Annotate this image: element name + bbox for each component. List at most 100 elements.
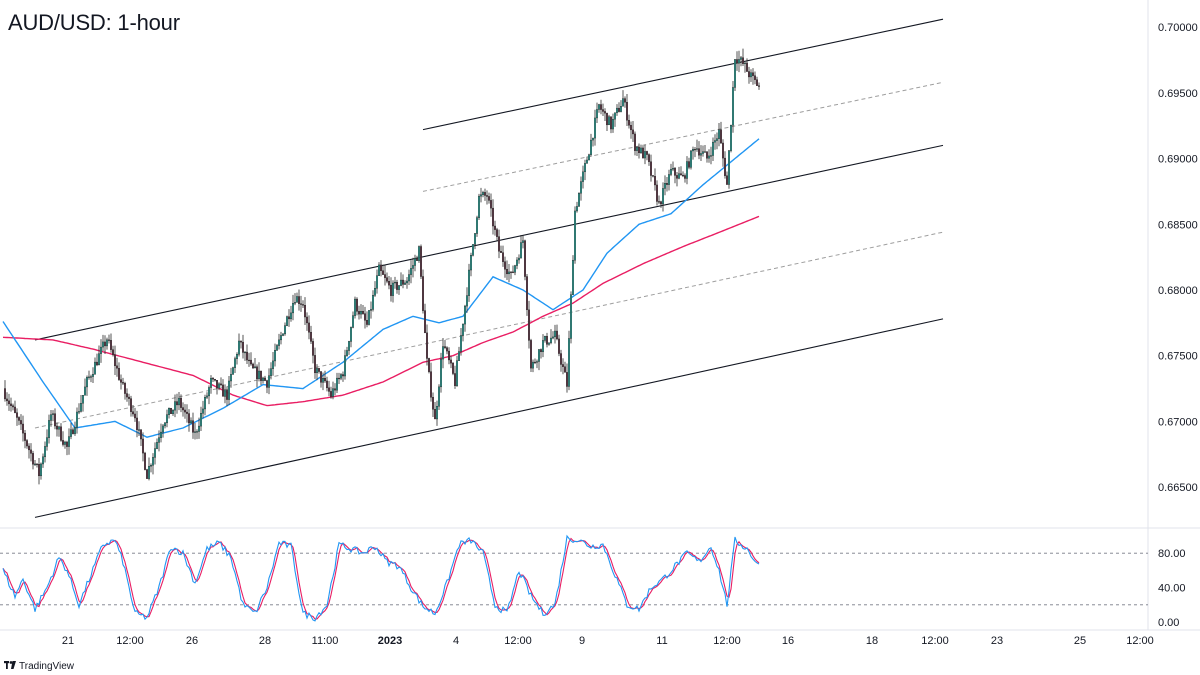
- candle: [406, 277, 409, 289]
- candle: [540, 348, 543, 359]
- candle: [438, 384, 441, 410]
- candle: [632, 121, 635, 142]
- candle: [231, 366, 234, 375]
- candle: [306, 312, 309, 331]
- candle: [734, 58, 737, 92]
- candle: [73, 421, 76, 436]
- candle: [422, 269, 425, 314]
- candle: [83, 378, 86, 396]
- candle: [386, 272, 389, 284]
- chart-title: AUD/USD: 1-hour: [8, 10, 180, 35]
- time-tick-label: 12:00: [1126, 635, 1154, 647]
- candle: [754, 71, 757, 85]
- candle: [195, 429, 198, 440]
- candle: [282, 333, 285, 337]
- time-tick-label: 16: [782, 635, 794, 647]
- candle: [290, 305, 293, 322]
- candle: [652, 175, 655, 178]
- candle: [223, 384, 226, 404]
- candle: [34, 460, 37, 467]
- candle: [153, 442, 156, 465]
- candle: [300, 295, 303, 312]
- candle: [582, 165, 585, 189]
- candle: [470, 252, 473, 277]
- candle: [516, 257, 519, 270]
- candle: [484, 188, 487, 201]
- candle: [330, 386, 333, 399]
- candle: [129, 395, 132, 417]
- candle: [151, 453, 154, 475]
- candle: [426, 324, 429, 366]
- candle: [532, 359, 535, 373]
- candle: [60, 423, 63, 442]
- candle: [608, 114, 611, 126]
- candle: [251, 362, 254, 370]
- candle: [229, 367, 232, 388]
- candle: [211, 377, 214, 382]
- channel-lines: [34, 18, 944, 518]
- candle: [304, 297, 307, 325]
- candle: [458, 346, 461, 361]
- candle: [562, 358, 565, 375]
- candle: [522, 235, 525, 249]
- candle: [272, 352, 275, 376]
- candle: [718, 122, 721, 147]
- candle: [594, 109, 597, 146]
- candle: [159, 423, 162, 443]
- candle: [388, 276, 391, 290]
- candle: [131, 405, 134, 417]
- candle: [644, 144, 647, 165]
- candle: [524, 239, 527, 281]
- candle: [75, 407, 78, 434]
- candle: [56, 422, 59, 437]
- candle: [171, 409, 174, 416]
- candle: [636, 145, 639, 157]
- candle: [390, 277, 393, 302]
- candle: [666, 176, 669, 192]
- candle: [16, 408, 19, 426]
- channel-line-1: [34, 144, 944, 341]
- stoch-tick-label: 40.00: [1158, 583, 1186, 595]
- candle: [758, 82, 761, 90]
- candle: [698, 141, 701, 160]
- candle: [568, 330, 571, 391]
- candle: [89, 374, 92, 383]
- candle: [326, 376, 329, 392]
- candle: [139, 429, 142, 447]
- candle: [308, 315, 311, 340]
- candle: [3, 380, 6, 402]
- candle: [736, 51, 739, 71]
- candle: [618, 102, 621, 113]
- candle: [708, 149, 711, 163]
- candle: [199, 406, 202, 432]
- time-axis: 21 12:00 26 28 11:00 2023 4 12:00 9 11 12:00 16 18 12…: [62, 635, 1154, 647]
- candle: [656, 180, 659, 206]
- candle: [233, 356, 236, 374]
- candle: [394, 276, 397, 289]
- candle: [109, 333, 112, 353]
- candle: [358, 305, 361, 320]
- candle: [726, 171, 729, 185]
- candle: [518, 254, 521, 264]
- candle: [284, 322, 287, 336]
- candle: [113, 345, 116, 375]
- candle: [26, 439, 29, 449]
- candle: [63, 440, 66, 449]
- candle: [296, 292, 299, 303]
- candle: [418, 245, 421, 263]
- candle: [724, 151, 727, 179]
- candle: [544, 335, 547, 343]
- candle: [546, 332, 549, 348]
- candle: [22, 415, 25, 442]
- stochastic-pane: 80.00 40.00 0.00: [0, 534, 1186, 629]
- candle: [161, 423, 164, 438]
- candle: [502, 245, 505, 267]
- channel-midline-4: [422, 81, 944, 192]
- candle: [558, 334, 561, 357]
- candle: [628, 114, 631, 129]
- candle: [660, 200, 663, 208]
- candle: [620, 100, 623, 113]
- candle: [221, 379, 224, 397]
- candle: [65, 440, 68, 456]
